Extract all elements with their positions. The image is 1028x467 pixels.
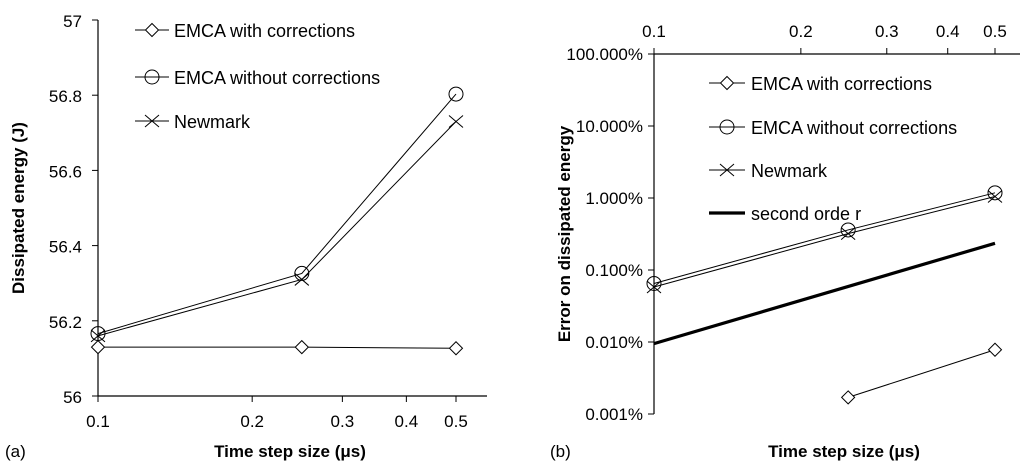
chart-b-series-line	[653, 241, 996, 346]
chart-a-y-label: Dissipated energy (J)	[9, 122, 28, 294]
chart-a-legend-label: EMCA with corrections	[174, 21, 355, 41]
chart-b-legend-marker	[719, 75, 735, 91]
chart-a-y-tick-label: 56.8	[49, 87, 82, 106]
chart-b-panel-label: (b)	[550, 442, 571, 461]
chart-b-data-point	[840, 390, 856, 405]
chart-a-x-tick-label: 0.5	[444, 412, 468, 431]
chart-b-legend-label: EMCA with corrections	[751, 74, 932, 94]
chart-a-series-line	[97, 93, 457, 335]
chart-b-legend-label: EMCA without corrections	[751, 118, 957, 138]
chart-a-y-tick-label: 56.4	[49, 238, 82, 257]
chart-a-y-ticks: 56 56.2 56.4 56.6 56.8 57	[49, 12, 98, 407]
chart-b-x-tick-label: 0.5	[983, 22, 1007, 41]
chart-b-legend-label: Newmark	[751, 161, 828, 181]
chart-b-x-tick-label: 0.3	[875, 22, 899, 41]
chart-b-data-point	[987, 190, 1003, 203]
chart-b-series	[646, 185, 1003, 405]
chart-a: 0.1 0.2 0.3 0.4 0.5 56 56.2 56.4 56.6 56.8 57 EMC…	[5, 12, 487, 461]
chart-a-panel-label: (a)	[5, 442, 26, 461]
chart-b-x-label: Time step size (μs)	[768, 442, 920, 461]
chart-a-legend-marker	[144, 114, 160, 128]
chart-b-y-ticks: 0.001% 0.010% 0.100% 1.000% 10.000% 100.000%	[566, 45, 654, 424]
chart-a-x-label: Time step size (μs)	[214, 442, 366, 461]
chart-b-series-line	[847, 349, 996, 398]
chart-a-x-tick-label: 0.2	[240, 412, 264, 431]
chart-a-legend-marker	[144, 22, 160, 38]
chart-b-y-label: Error on dissipated energy	[555, 125, 574, 342]
chart-a-y-tick-label: 56	[63, 388, 82, 407]
chart-a-y-tick-label: 57	[63, 12, 82, 31]
chart-b-y-tick-label: 1.000%	[585, 189, 643, 208]
chart-a-legend: EMCA with corrections EMCA without correc…	[135, 21, 380, 132]
chart-a-legend-marker	[144, 69, 160, 85]
chart-a-series	[90, 86, 464, 356]
chart-b-y-tick-label: 0.100%	[585, 261, 643, 280]
chart-a-series-line	[98, 346, 457, 349]
chart-b-data-point	[840, 227, 856, 241]
chart-b-x-tick-label: 0.2	[789, 22, 813, 41]
chart-a-legend-label: Newmark	[174, 112, 251, 132]
chart-b-y-tick-label: 10.000%	[576, 117, 643, 136]
chart-b-y-tick-label: 0.010%	[585, 333, 643, 352]
chart-b-data-point	[987, 185, 1003, 201]
chart-a-data-point	[294, 265, 310, 281]
chart-b-legend-label: second orde r	[751, 204, 861, 224]
chart-b-x-tick-label: 0.4	[936, 22, 960, 41]
chart-b: 0.1 0.2 0.3 0.4 0.5 0.001% 0.010% 0.100% 1.000%…	[550, 22, 1020, 461]
chart-a-y-tick-label: 56.2	[49, 313, 82, 332]
chart-a-data-point	[294, 339, 310, 355]
chart-a-data-point	[448, 341, 464, 356]
chart-b-legend: EMCA with corrections EMCA without correc…	[709, 74, 957, 224]
chart-b-data-point	[646, 280, 662, 294]
chart-a-legend-label: EMCA without corrections	[174, 68, 380, 88]
chart-a-x-tick-label: 0.3	[331, 412, 355, 431]
chart-a-data-point	[294, 273, 310, 286]
chart-a-data-point	[448, 86, 464, 102]
chart-a-data-point	[90, 339, 106, 355]
chart-b-y-tick-label: 100.000%	[566, 45, 643, 64]
chart-b-y-tick-label: 0.001%	[585, 405, 643, 424]
chart-b-data-point	[987, 342, 1003, 357]
chart-a-data-point	[448, 115, 464, 128]
chart-a-series-line	[97, 121, 457, 337]
chart-b-series-line	[653, 192, 996, 284]
chart-a-data-point	[90, 329, 106, 343]
chart-b-legend-marker	[719, 163, 735, 177]
chart-a-x-tick-label: 0.1	[86, 412, 110, 431]
chart-a-y-tick-label: 56.6	[49, 162, 82, 181]
chart-b-data-point	[840, 222, 856, 238]
chart-b-data-point	[646, 275, 662, 291]
chart-a-x-ticks: 0.1 0.2 0.3 0.4 0.5	[86, 396, 468, 431]
chart-b-x-ticks: 0.1 0.2 0.3 0.4 0.5	[642, 22, 1007, 54]
chart-b-legend-marker	[719, 119, 735, 135]
chart-b-x-tick-label: 0.1	[642, 22, 666, 41]
chart-a-x-tick-label: 0.4	[395, 412, 419, 431]
